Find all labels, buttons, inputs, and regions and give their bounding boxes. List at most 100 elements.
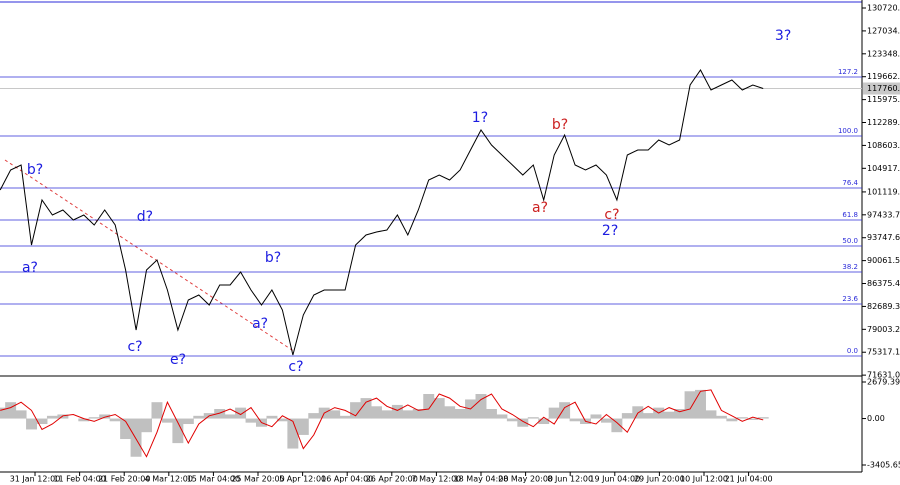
y-tick-label: 119662.08 [867, 72, 900, 81]
histogram-bar [621, 413, 633, 419]
histogram-bar [674, 409, 686, 419]
histogram-bar [88, 417, 100, 419]
histogram-bar [600, 418, 612, 423]
histogram-bar [444, 406, 456, 419]
x-tick-label: 19 Jun 04:00 [589, 475, 640, 484]
wave-label: c? [127, 339, 142, 355]
y-tick-label: 101119.88 [867, 187, 900, 196]
histogram-bar [36, 418, 48, 425]
histogram-bar [109, 418, 121, 422]
histogram-bar [548, 407, 560, 419]
y-tick-label: 127034.28 [867, 26, 900, 35]
x-tick-label: 25 Mar 20:00 [231, 475, 284, 484]
histogram-bar [214, 409, 226, 419]
wave-label: 1? [472, 110, 488, 126]
histogram-bar [726, 418, 738, 422]
histogram-bar [695, 389, 706, 419]
histogram-bar [193, 415, 205, 419]
histogram-bar [245, 418, 257, 423]
level-label: 38.2 [842, 263, 858, 271]
histogram-bar [715, 415, 727, 419]
histogram-bar [266, 415, 278, 419]
histogram-bar [339, 415, 351, 419]
wave-label: c? [604, 207, 619, 223]
histogram-bar [412, 409, 424, 419]
histogram-bar [276, 418, 288, 422]
histogram-bar [46, 415, 58, 419]
y-tick-label: 130720.38 [867, 4, 900, 13]
level-label: 100.0 [838, 127, 858, 135]
histogram-bar [235, 407, 247, 419]
histogram-bar [506, 418, 518, 422]
histogram-bar [0, 407, 6, 419]
histogram-bar [370, 406, 382, 419]
y-tick-label: 75317.18 [867, 348, 900, 357]
x-tick-label: 7 May 12:00 [412, 475, 462, 484]
wave-label: b? [265, 250, 281, 266]
x-tick-label: 8 Jun 12:00 [547, 475, 593, 484]
level-label: 0.0 [847, 347, 858, 355]
x-tick-label: 28 May 20:00 [498, 475, 553, 484]
histogram-bar [559, 402, 571, 419]
histogram-bar [663, 411, 675, 419]
x-tick-label: 5 Apr 12:00 [279, 475, 326, 484]
y-tick-label: 97433.78 [867, 210, 900, 219]
wave-label: a? [252, 316, 268, 332]
histogram-bar [120, 418, 132, 440]
histogram-bar [454, 409, 466, 419]
histogram-bar [182, 418, 194, 425]
histogram-bar [391, 404, 403, 419]
histogram-bar [485, 409, 497, 419]
x-tick-label: 18 May 04:00 [454, 475, 509, 484]
wave-label: 2? [602, 223, 618, 239]
y-tick-label: 112289.88 [867, 118, 900, 127]
x-tick-label: 21 Feb 20:00 [98, 475, 150, 484]
wave-label: d? [137, 209, 153, 225]
histogram-bar [287, 418, 299, 449]
histogram-bar [350, 402, 362, 419]
y-tick-label: 93747.68 [867, 233, 900, 242]
wave-label: c? [288, 359, 303, 375]
wave-label: b? [552, 117, 568, 133]
x-tick-label: 4 Mar 12:00 [145, 475, 193, 484]
current-price-box [863, 82, 900, 95]
level-label: 76.4 [842, 179, 858, 187]
wave-label: b? [27, 162, 43, 178]
y-tick-label: 0.00 [867, 414, 885, 423]
histogram-bar [642, 413, 654, 419]
histogram-bar [402, 410, 414, 419]
y-tick-label: 90061.58 [867, 256, 900, 265]
histogram-bar [99, 414, 111, 419]
y-tick-label: 82689.39 [867, 302, 900, 311]
level-label: 23.6 [842, 295, 858, 303]
histogram-bar [15, 410, 27, 419]
histogram-bar [747, 418, 759, 420]
y-tick-label: 104917.68 [867, 164, 900, 173]
x-tick-label: 31 Jan 12:00 [10, 475, 61, 484]
histogram-bar [381, 410, 393, 419]
histogram-bar [757, 417, 769, 419]
y-tick-label: 123348.18 [867, 49, 900, 58]
histogram-bar [705, 410, 717, 419]
histogram-bar [5, 402, 17, 419]
y-tick-label: 108603.78 [867, 141, 900, 150]
histogram-bar [130, 418, 142, 457]
x-tick-label: 26 Apr 20:00 [366, 475, 418, 484]
wave-label: a? [532, 200, 548, 216]
histogram-bar [161, 418, 173, 423]
wave-label: 3? [775, 28, 791, 44]
y-tick-label: -3405.651 [867, 461, 900, 470]
histogram-bar [611, 418, 623, 433]
x-tick-label: 10 Jul 12:00 [680, 475, 728, 484]
current-price-label: 117760.89 [867, 84, 900, 93]
x-tick-label: 29 Jun 20:00 [634, 475, 685, 484]
trend-line [4, 159, 296, 353]
histogram-bar [297, 418, 309, 435]
histogram-bar [78, 418, 90, 422]
level-label: 127.2 [838, 68, 858, 76]
x-tick-label: 11 Feb 04:00 [53, 475, 105, 484]
level-label: 50.0 [842, 237, 858, 245]
y-tick-label: 79003.28 [867, 325, 900, 334]
histogram-bar [26, 418, 38, 430]
